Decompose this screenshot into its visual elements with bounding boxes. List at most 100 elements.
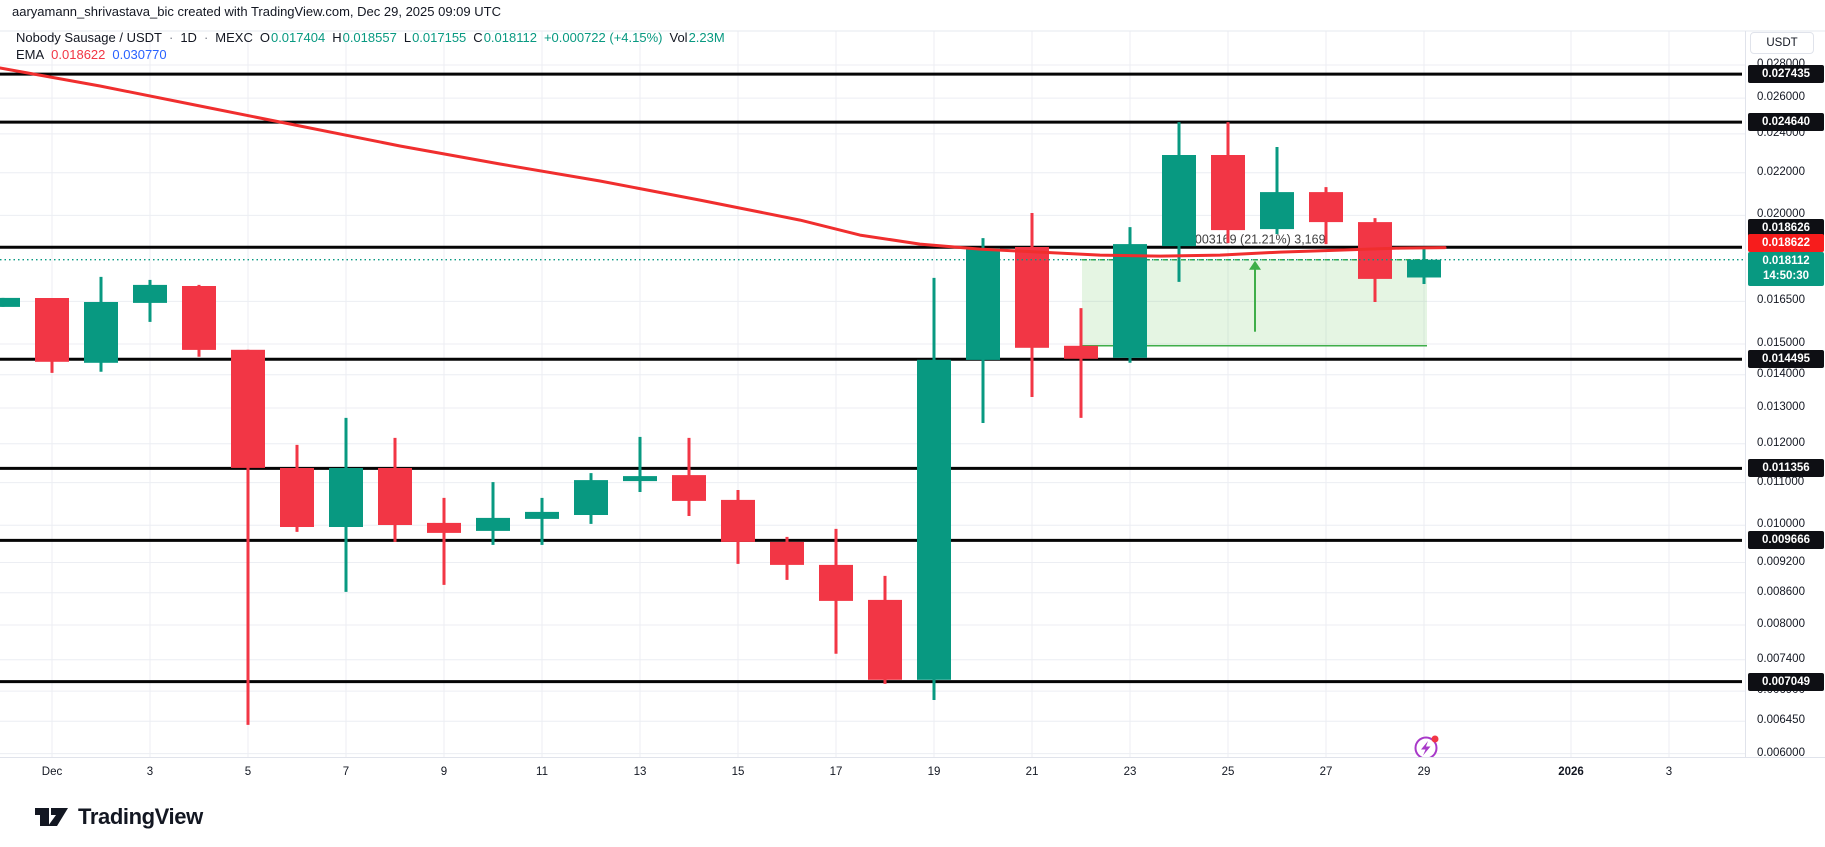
candlestick-dec-12[interactable] (574, 480, 608, 515)
time-tick-label: 21 (1025, 766, 1039, 778)
candlestick-dec-8[interactable] (378, 468, 412, 525)
candlestick-dec-10[interactable] (476, 517, 510, 531)
candlestick-dec-23[interactable] (1113, 244, 1147, 358)
low-value: L 0.017155 (403, 30, 467, 45)
time-tick-label: 11 (536, 766, 548, 778)
candlestick-dec-4[interactable] (182, 286, 216, 350)
candlestick-dec-14[interactable] (672, 475, 706, 501)
candlestick-nov-30[interactable] (0, 297, 20, 307)
tradingview-logo[interactable]: TradingView (34, 803, 203, 831)
close-value: C 0.018112 (473, 30, 537, 45)
candlestick-dec-6[interactable] (280, 468, 314, 527)
price-tick-label: 0.009200 (1757, 555, 1805, 568)
ema-value-badge: 0.018622 (1748, 234, 1824, 253)
price-tick-label: 0.007400 (1757, 652, 1805, 665)
candlestick-dec-1[interactable] (35, 298, 69, 362)
candlestick-dec-7[interactable] (329, 468, 363, 527)
high-value: H 0.018557 (332, 30, 397, 45)
time-tick-label: 15 (731, 766, 745, 778)
level-price-badge: 0.024640 (1748, 113, 1824, 132)
time-tick-label: 3 (1665, 766, 1673, 778)
price-tick-label: 0.013000 (1757, 400, 1805, 413)
price-tick-label: 0.020000 (1757, 208, 1805, 221)
price-tick-label: 0.022000 (1757, 165, 1805, 178)
time-tick-label: 3 (146, 766, 154, 778)
candlestick-dec-25[interactable] (1211, 155, 1245, 231)
candlestick-dec-5[interactable] (231, 349, 265, 468)
ema-value-2: 0.030770 (112, 47, 167, 62)
candlestick-dec-22[interactable] (1064, 345, 1098, 359)
change-value: +0.000722 (+4.15%) (543, 30, 663, 45)
ema-indicator-label[interactable]: EMA (16, 47, 45, 62)
price-tick-label: 0.008000 (1757, 617, 1805, 630)
price-tick-label: 0.011000 (1757, 475, 1805, 488)
price-tick-label: 0.010000 (1757, 518, 1805, 531)
current-price-badge: 0.018112 14:50:30 (1748, 251, 1824, 286)
ema-value-1: 0.018622 (51, 47, 106, 62)
level-price-badge: 0.009666 (1748, 531, 1824, 550)
price-axis[interactable]: USDT 0.028000 0.026000 0.024000 0.022000 0.0… (1745, 31, 1825, 759)
candlestick-dec-26[interactable] (1260, 192, 1294, 230)
ema-line[interactable] (0, 66, 1447, 258)
time-tick-label: 5 (244, 766, 252, 778)
candlestick-dec-29[interactable] (1407, 259, 1441, 278)
time-tick-label: 23 (1123, 766, 1137, 778)
attribution-text: aaryamann_shrivastava_bic created with T… (12, 4, 501, 19)
exchange-label[interactable]: MEXC (215, 30, 253, 45)
ema-legend-row: EMA 0.018622 0.030770 (16, 46, 725, 63)
level-price-badge: 0.011356 (1748, 459, 1824, 478)
level-price-badge: 0.007049 (1748, 672, 1824, 691)
tradingview-logo-text: TradingView (78, 804, 203, 829)
price-tick-label: 0.006450 (1757, 714, 1805, 727)
price-tick-label: 0.008600 (1757, 585, 1805, 598)
candlestick-dec-17[interactable] (819, 564, 853, 601)
candlestick-dec-11[interactable] (525, 511, 559, 519)
candlestick-dec-3[interactable] (133, 284, 167, 303)
price-tick-label: 0.006000 (1757, 746, 1805, 759)
price-tick-label: 0.016500 (1757, 294, 1805, 307)
candlestick-dec-13[interactable] (623, 476, 657, 482)
time-tick-label: 7 (342, 766, 350, 778)
position-profit-label: 0.003169 (21.21%) 3,169 (1184, 233, 1325, 247)
interval-label[interactable]: 1D (180, 30, 197, 45)
time-tick-label: 27 (1319, 766, 1333, 778)
event-lightning-icon[interactable] (1414, 735, 1439, 760)
volume-value: Vol 2.23M (669, 30, 725, 45)
level-price-badge: 0.014495 (1748, 350, 1824, 369)
time-tick-label: 29 (1417, 766, 1431, 778)
price-tick-label: 0.015000 (1757, 336, 1805, 349)
time-tick-label: 2026 (1558, 766, 1584, 778)
candlestick-dec-15[interactable] (721, 499, 755, 542)
candlestick-dec-2[interactable] (84, 302, 118, 363)
time-tick-label: 19 (927, 766, 941, 778)
tradingview-logo-icon (35, 808, 68, 826)
candlestick-dec-21[interactable] (1015, 247, 1049, 348)
level-price-badge: 0.018626 (1748, 219, 1824, 238)
candlestick-dec-16[interactable] (770, 541, 804, 565)
axis-currency-selector[interactable]: USDT (1750, 32, 1814, 54)
candlestick-dec-20[interactable] (966, 248, 1000, 360)
legend-separator: · (203, 30, 209, 45)
price-tick-label: 0.014000 (1757, 367, 1805, 380)
position-arrow-up-icon (1249, 260, 1261, 270)
bar-countdown: 14:50:30 (1762, 269, 1810, 282)
candlestick-dec-9[interactable] (427, 522, 461, 533)
time-tick-label: 13 (633, 766, 647, 778)
time-axis[interactable]: Dec 3 5 7 9 11 13 15 17 19 21 23 25 27 29 2026 3 (0, 757, 1825, 792)
time-tick-label: 9 (440, 766, 448, 778)
candlestick-dec-27[interactable] (1309, 192, 1343, 223)
time-tick-label: 25 (1221, 766, 1235, 778)
time-tick-label: Dec (41, 766, 63, 778)
chart-legend: Nobody Sausage / USDT · 1D · MEXC O 0.017… (16, 29, 725, 63)
candlestick-dec-19[interactable] (917, 359, 951, 680)
price-tick-label: 0.026000 (1757, 91, 1805, 104)
candlestick-dec-24[interactable] (1162, 155, 1196, 247)
legend-separator: · (168, 30, 174, 45)
time-tick-label: 17 (829, 766, 843, 778)
symbol-title[interactable]: Nobody Sausage / USDT (16, 30, 162, 45)
price-tick-label: 0.012000 (1757, 436, 1805, 449)
candlestick-dec-18[interactable] (868, 599, 902, 680)
level-price-badge: 0.027435 (1748, 65, 1824, 84)
